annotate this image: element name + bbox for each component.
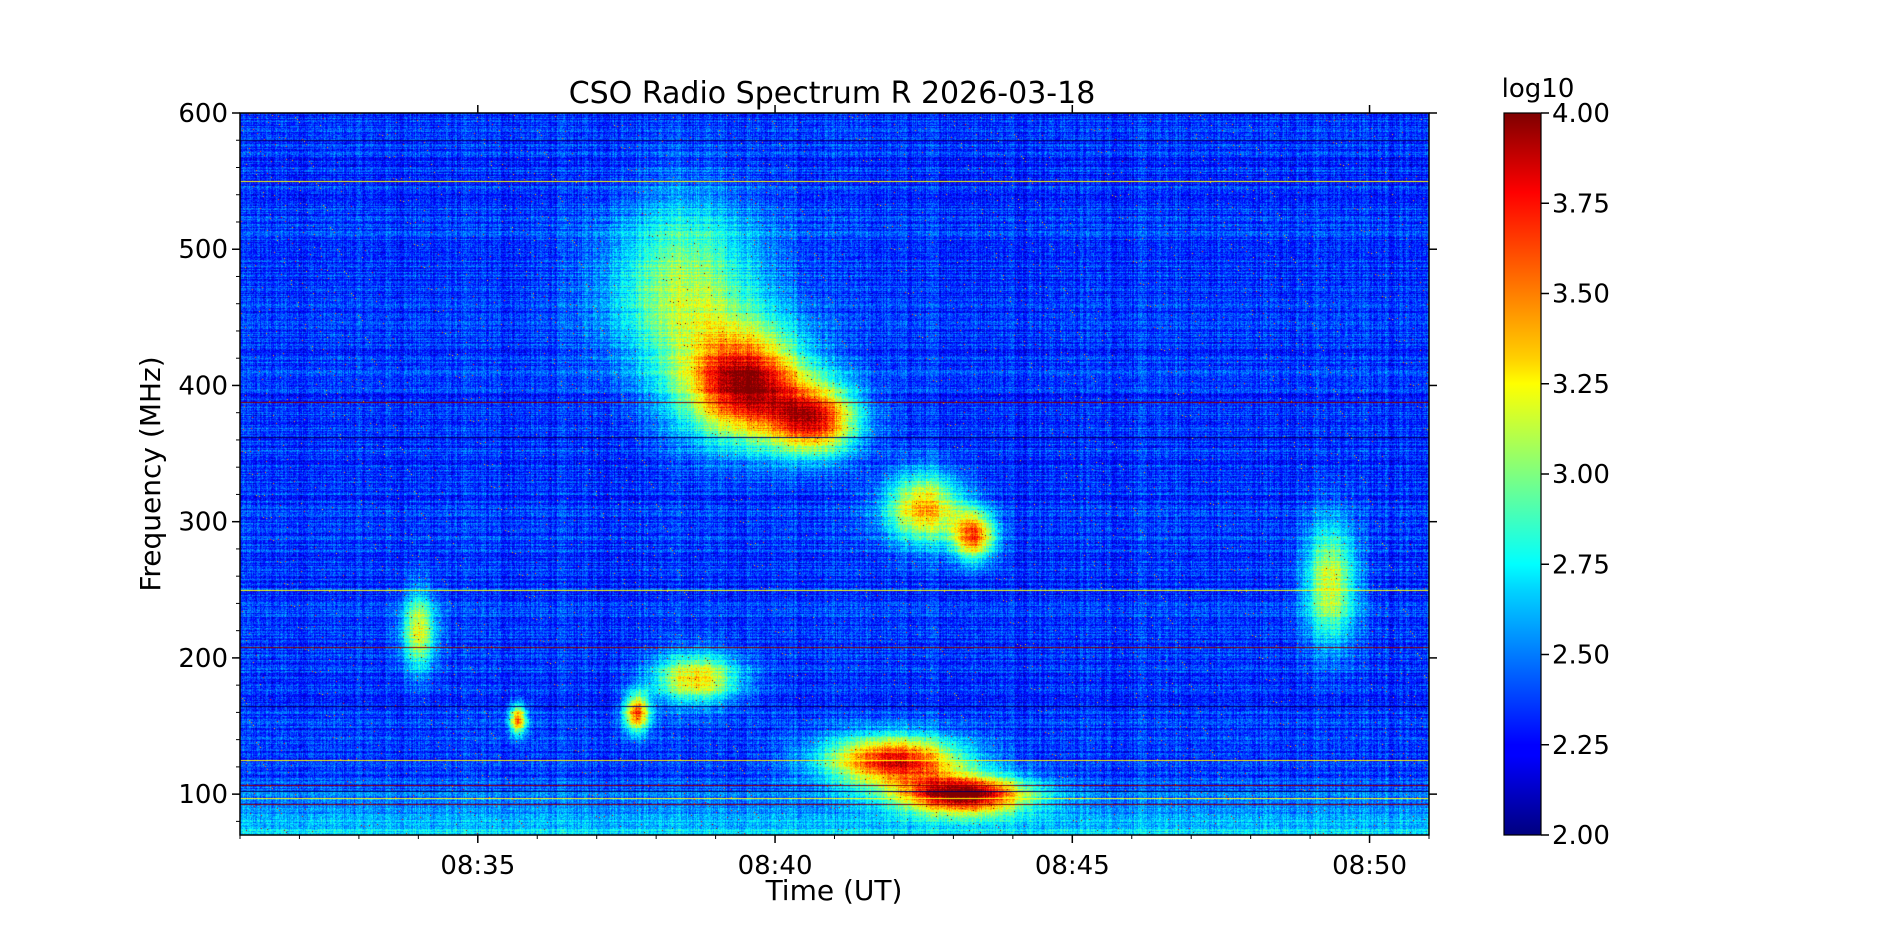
spectrogram-heatmap (240, 113, 1429, 835)
y-axis-ticks: 100 200 300 400 500 600 (178, 99, 1437, 822)
spectrogram-canvas-wrap (240, 113, 1429, 835)
y-tick-label: 100 (178, 780, 228, 810)
y-tick-label: 200 (178, 644, 228, 674)
colorbar-tick-label: 4.00 (1552, 99, 1610, 129)
colorbar-label: log10 (1502, 74, 1575, 104)
colorbar (1503, 112, 1542, 836)
colorbar-tick-label: 2.75 (1552, 550, 1610, 580)
y-tick-label: 300 (178, 508, 228, 538)
colorbar-tick-label: 2.25 (1552, 731, 1610, 761)
x-tick-label: 08:40 (738, 851, 813, 881)
colorbar-tick-label: 2.50 (1552, 641, 1610, 671)
y-axis-label: Frequency (MHz) (134, 356, 167, 591)
x-axis-label: Time (UT) (765, 874, 903, 907)
colorbar-tick-label: 3.25 (1552, 370, 1610, 400)
x-tick-label: 08:50 (1332, 851, 1407, 881)
chart-title: CSO Radio Spectrum R 2026-03-18 (569, 76, 1096, 111)
colorbar-tick-label: 3.50 (1552, 280, 1610, 310)
colorbar-tick-label: 2.00 (1552, 821, 1610, 851)
colorbar-ticks: 2.00 2.25 2.50 2.75 3.00 3.25 3.50 3.75 4.00 (1541, 99, 1610, 851)
y-tick-label: 600 (178, 99, 228, 129)
x-tick-label: 08:35 (440, 851, 515, 881)
x-axis-ticks: 08:35 08:40 08:45 08:50 (239, 105, 1430, 881)
colorbar-tick-label: 3.00 (1552, 460, 1610, 490)
y-tick-label: 500 (178, 235, 228, 265)
colorbar-tick-label: 3.75 (1552, 189, 1610, 219)
y-tick-label: 400 (178, 371, 228, 401)
x-tick-label: 08:45 (1035, 851, 1110, 881)
